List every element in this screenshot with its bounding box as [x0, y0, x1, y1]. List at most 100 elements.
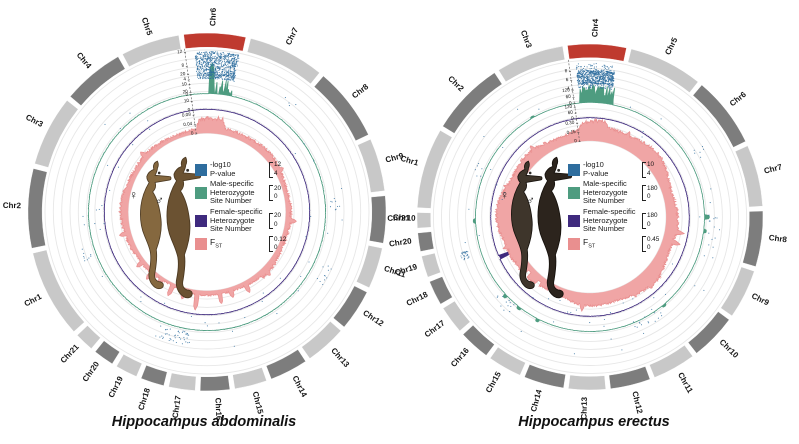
axis-tick-label-pvalue: 8 [181, 62, 185, 67]
chromosome-arc-Chr8 [742, 210, 764, 267]
chromosome-arc-Chr4 [69, 56, 126, 106]
chromosome-label: Chr15 [484, 370, 503, 395]
chromosome-label: Chr20 [81, 359, 102, 383]
legend-scale-male_het: 180 0 [642, 185, 658, 202]
chromosome-label: Chr12 [361, 308, 385, 328]
scale-max-value: 0.12 [274, 235, 287, 243]
legend-row-fst: FST 0.12 0 [195, 236, 307, 253]
chromosome-label: Chr20 [388, 236, 412, 248]
scale-bracket-icon [269, 212, 273, 229]
axis-tick-label-male_het: 0 [569, 100, 573, 105]
gridline-circle [86, 91, 328, 333]
chromosome-arc-Chr13 [301, 321, 342, 359]
legend-scale-fst: 0.12 0 [269, 236, 286, 253]
axis-tick-label-male_het: 10 [181, 81, 187, 87]
scale-min-value: 0 [647, 193, 651, 201]
gridline-circle [489, 116, 691, 318]
chromosome-arc-Chr17 [442, 300, 471, 332]
legend-label-male_het: Male-specific Heterozygote Site Number [210, 179, 255, 206]
chromosome-label: Chr14 [529, 388, 544, 413]
chromosome-label: Chr21 [387, 213, 410, 222]
chromosome-arc-Chr16 [199, 375, 231, 392]
chromosome-arc-Chr3 [498, 45, 566, 83]
scale-max-value: 10 [647, 161, 655, 169]
gridline-circle [432, 59, 748, 375]
chromosome-arc-Chr10 [369, 195, 387, 244]
chromosome-arc-Chr19 [421, 252, 441, 278]
axis-dashed-line [184, 48, 197, 135]
legend-label-male_het: Male-specific Heterozygote Site Number [583, 179, 628, 206]
chromosome-label: Chr4 [75, 51, 94, 71]
chromosome-label: Chr4 [590, 18, 600, 37]
chromosome-arc-Chr15 [232, 367, 267, 390]
legend-label-pvalue: -log10 P-value [583, 160, 609, 178]
legend-row-female_het: Female-specific Heterozygote Site Number 18… [568, 207, 680, 234]
chromosome-label: Chr11 [676, 371, 695, 395]
seahorse-eye [157, 171, 161, 175]
seahorse-male-image [537, 156, 573, 299]
chromosome-arc-Chr13 [568, 374, 607, 391]
gridline-circle [44, 49, 370, 375]
chromosome-label: Chr5 [140, 16, 155, 37]
chromosome-label: Chr1 [399, 154, 420, 168]
axis-tick-label-female_het: 20 [182, 89, 188, 95]
chromosome-label: Chr13 [329, 346, 351, 369]
legend-swatch-pvalue [195, 163, 207, 176]
chromosome-arc-Chr3 [34, 100, 79, 168]
scale-min-value: 0 [274, 193, 278, 201]
chromosome-arc-Chr12 [333, 285, 368, 328]
chromosome-arc-Chr6 [692, 84, 746, 148]
scale-max-value: 180 [647, 184, 658, 192]
axis-tick-label-female_het: 0 [187, 107, 191, 112]
chromosome-label: Chr8 [768, 233, 788, 244]
legend-scale-female_het: 180 0 [642, 212, 658, 229]
axis-tick-label-female_het: 10 [184, 98, 190, 104]
chromosome-arc-Chr7 [734, 145, 763, 208]
track-fst-line [117, 115, 297, 311]
axis-tick-label-male_het: 120 [562, 87, 571, 93]
legend-left: -log10 P-value 12 4 Male-specific Heterozygot… [195, 160, 307, 255]
axis-tick-label-female_het: 60 [567, 109, 573, 115]
axis-tick-label-male_het: 60 [565, 94, 571, 100]
gridline-circle [77, 82, 337, 342]
track-male_het-line [472, 85, 710, 333]
axis-tick-label-female_het: 0 [571, 115, 575, 120]
chromosome-arc-Chr5 [627, 48, 699, 93]
chromosome-arc-Chr14 [524, 364, 566, 389]
axis-tick-label-male_het: 0 [185, 91, 189, 96]
scale-min-value: 4 [647, 169, 651, 177]
chromosome-label: Chr19 [107, 374, 126, 399]
scale-max-value: 20 [274, 184, 282, 192]
track-female_het-line [490, 117, 690, 317]
legend-label-fst: FST [583, 236, 596, 250]
chromosome-label: Chr17 [423, 318, 447, 339]
legend-swatch-female_het [195, 214, 207, 227]
legend-scale-fst: 0.45 0 [642, 236, 659, 253]
chromosome-arc-Chr5 [122, 35, 182, 67]
chromosome-label: Chr2 [446, 74, 466, 94]
chromosome-arc-Chr19 [116, 353, 143, 377]
chromosome-arc-Chr12 [608, 366, 651, 389]
chromosome-arc-Chr11 [356, 245, 383, 288]
chromosome-label: Chr6 [208, 7, 218, 26]
axis-tick-label-pvalue: 12 [177, 49, 183, 55]
scale-bracket-icon [642, 161, 646, 178]
chromosome-label: Chr21 [59, 342, 81, 365]
scale-bracket-icon [642, 212, 646, 229]
chromosome-label: Chr5 [663, 36, 679, 57]
chromosome-arc-Chr20 [94, 340, 120, 365]
legend-row-female_het: Female-specific Heterozygote Site Number 20… [195, 207, 307, 234]
chromosome-arc-Chr15 [489, 346, 526, 376]
female-symbol-left: ♀ [129, 188, 138, 202]
chromosome-arc-Chr14 [265, 349, 306, 380]
axis-tick-label-male_het: 20 [180, 71, 186, 77]
legend-swatch-male_het [195, 187, 207, 200]
scale-min-value: 0 [274, 244, 278, 252]
axis-tick-label-fst: 0.04 [183, 121, 193, 127]
axis-tick-label-pvalue: 4 [567, 86, 571, 91]
chromosome-label: Chr17 [171, 395, 183, 419]
chromosome-arc-Chr21 [416, 212, 432, 229]
legend-swatch-female_het [568, 214, 580, 227]
legend-row-pvalue: -log10 P-value 12 4 [195, 160, 307, 178]
track-female_het-line [103, 108, 311, 316]
